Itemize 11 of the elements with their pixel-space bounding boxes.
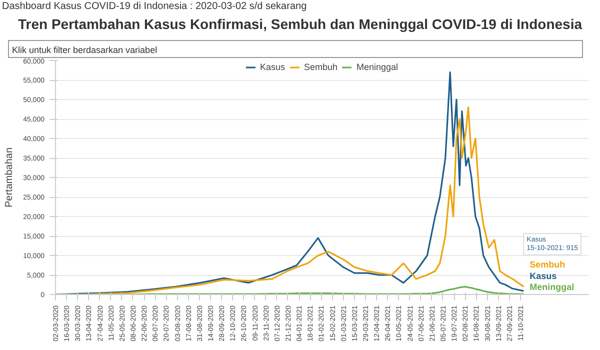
- text: Kasus: [530, 270, 557, 281]
- y-axis-title: Pertambahan: [4, 147, 16, 208]
- chart-title: Tren Pertambahan Kasus Konfirmasi, Sembuh dan Meninggal COVID-19 di Indonesia: [18, 15, 582, 34]
- text: Sembuh: [530, 260, 566, 270]
- legend-label: Meninggal: [356, 62, 398, 72]
- legend-label: Kasus: [260, 62, 285, 72]
- legend-label: Sembuh: [304, 62, 338, 72]
- text: Dashboard Kasus COVID-19 di Indonesia : 2020-03-02 s/d sekarang: [2, 0, 307, 14]
- text: Klik untuk filter berdasarkan variabel: [12, 44, 158, 57]
- text: Meninggal: [530, 282, 574, 292]
- line-series: [56, 286, 524, 294]
